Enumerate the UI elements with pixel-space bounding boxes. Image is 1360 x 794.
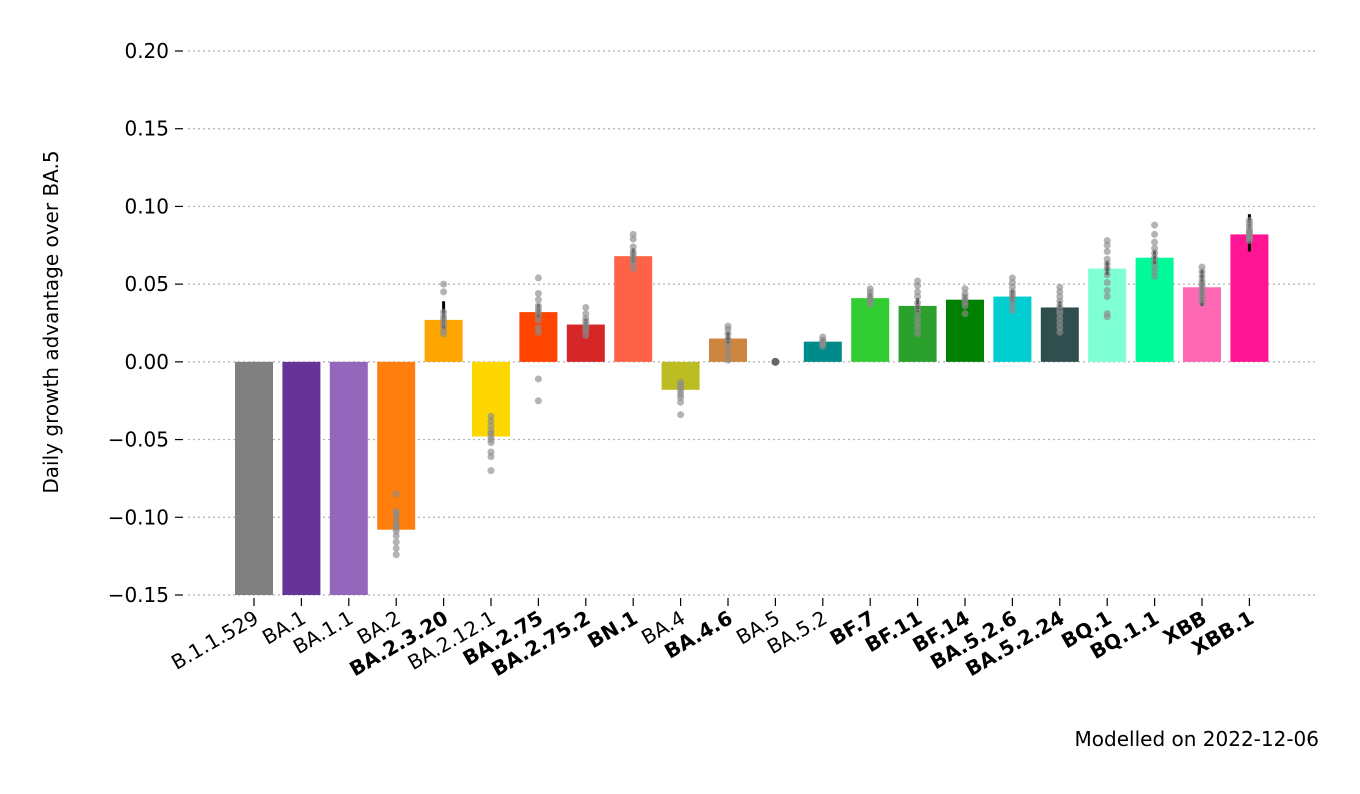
sample-point — [487, 467, 495, 475]
sample-point — [961, 302, 969, 310]
sample-point — [914, 282, 922, 290]
sample-points — [392, 216, 1253, 559]
modelled-date-annotation: Modelled on 2022-12-06 — [1075, 727, 1319, 751]
y-tick-label: −0.10 — [108, 505, 169, 529]
sample-point — [1103, 271, 1111, 279]
sample-point — [1151, 238, 1159, 246]
bar-xbb-1 — [1230, 234, 1269, 362]
sample-point — [629, 265, 637, 273]
sample-point — [534, 328, 542, 336]
y-tick-label: −0.05 — [108, 428, 169, 452]
bar-ba-5-2 — [803, 341, 842, 362]
sample-point — [914, 293, 922, 301]
x-tick-label: BN.1 — [583, 606, 641, 654]
sample-point — [1103, 265, 1111, 273]
sample-point — [392, 544, 400, 552]
sample-point — [914, 330, 922, 338]
sample-point — [724, 356, 732, 364]
sample-point — [1103, 241, 1111, 249]
sample-point — [1198, 299, 1206, 307]
sample-point — [677, 411, 685, 419]
bar-b-1-1-529 — [235, 361, 273, 595]
sample-point — [1103, 279, 1111, 287]
y-axis-label: Daily growth advantage over BA.5 — [39, 150, 63, 493]
sample-point — [487, 453, 495, 461]
y-tick-label: 0.15 — [124, 117, 169, 141]
sample-point — [1103, 248, 1111, 256]
x-axis-ticks: B.1.1.529BA.1BA.1.1BA.2BA.2.3.20BA.2.12.… — [167, 598, 1258, 681]
sample-point — [392, 532, 400, 540]
sample-point — [534, 397, 542, 405]
bar-bn-1 — [614, 256, 653, 362]
sample-point — [440, 288, 448, 296]
sample-point — [1151, 221, 1159, 229]
y-tick-label: 0.00 — [124, 350, 169, 374]
sample-point — [582, 331, 590, 339]
sample-point — [1056, 328, 1064, 336]
sample-point — [819, 342, 827, 350]
y-tick-label: −0.15 — [108, 583, 169, 607]
sample-point — [487, 439, 495, 447]
sample-point — [724, 350, 732, 358]
sample-point — [914, 308, 922, 316]
x-tick-label: B.1.1.529 — [167, 606, 263, 675]
bar-ba-2 — [377, 361, 416, 530]
sample-point — [1151, 272, 1159, 280]
sample-point — [1151, 230, 1159, 238]
y-axis-ticks: −0.15 −0.10 −0.05 0.00 0.05 0.10 0.15 0.20 — [108, 39, 183, 607]
sample-point — [677, 398, 685, 406]
sample-point — [1245, 237, 1253, 245]
sample-point — [1103, 286, 1111, 294]
sample-point — [724, 344, 732, 352]
y-tick-label: 0.20 — [124, 39, 169, 63]
grid-lines — [188, 50, 1318, 596]
bar-bf-7 — [851, 298, 890, 362]
sample-point — [582, 303, 590, 311]
error-bars — [442, 214, 1251, 345]
sample-point — [534, 274, 542, 282]
sample-point — [771, 357, 780, 366]
sample-point — [914, 324, 922, 332]
sample-point — [392, 538, 400, 546]
sample-point — [961, 310, 969, 318]
sample-point — [629, 235, 637, 243]
y-tick-label: 0.05 — [124, 272, 169, 296]
sample-point — [392, 490, 400, 498]
sample-point — [534, 316, 542, 324]
y-tick-label: 0.10 — [124, 194, 169, 218]
bar-bf-14 — [946, 299, 984, 362]
sample-point — [440, 330, 448, 338]
sample-point — [534, 289, 542, 297]
bar-ba-1-1 — [329, 361, 368, 595]
sample-point — [1103, 313, 1111, 321]
sample-point — [1008, 307, 1016, 315]
sample-point — [534, 296, 542, 304]
bars — [235, 234, 1269, 595]
bar-ba-1 — [282, 361, 321, 595]
sample-point — [1103, 293, 1111, 301]
sample-point — [534, 375, 542, 383]
sample-point — [392, 551, 400, 559]
sample-point — [440, 280, 448, 288]
sample-point — [866, 300, 874, 308]
